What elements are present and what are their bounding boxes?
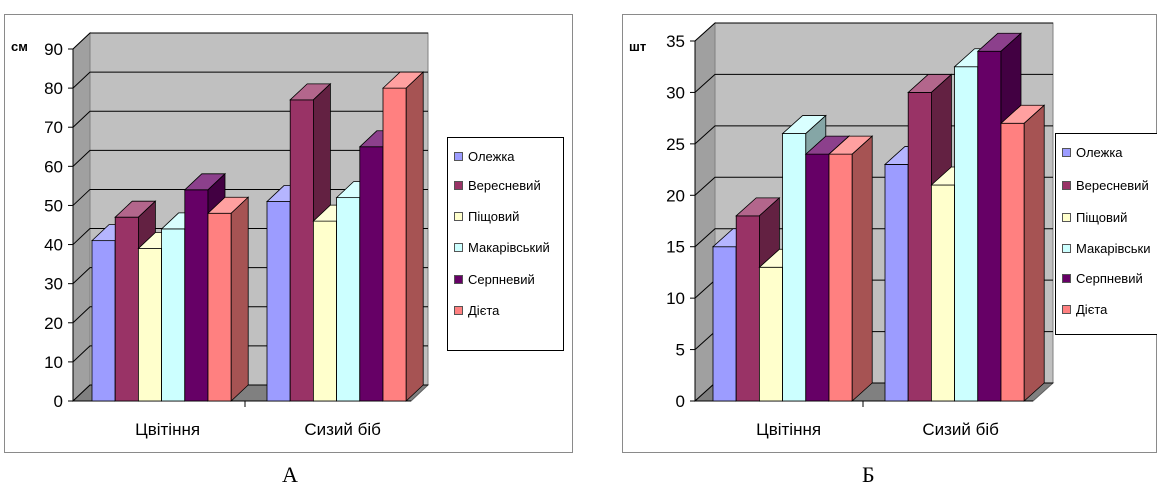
- legend-label: Олежка: [468, 148, 515, 164]
- x-tick-label: Сизий біб: [304, 420, 381, 439]
- legend-label: Дієта: [1076, 301, 1108, 317]
- bar-side: [1023, 104, 1045, 402]
- bar-front: [359, 146, 384, 402]
- legend-label: Макарівський: [468, 239, 550, 255]
- bar-front: [312, 220, 337, 402]
- y-tick-label: 90: [44, 40, 63, 59]
- bar-front: [977, 50, 1002, 402]
- bar-front: [828, 153, 853, 402]
- y-tick-label: 0: [676, 392, 685, 411]
- y-tick-label: 10: [44, 353, 63, 372]
- legend-label: Макарівськи: [1076, 240, 1151, 256]
- legend-label: Олежка: [1076, 144, 1123, 160]
- bar: [827, 135, 874, 402]
- bar: [999, 104, 1046, 402]
- bar-front: [884, 164, 909, 402]
- legend-swatch: [454, 151, 463, 161]
- legend-label: Вересневий: [1076, 177, 1149, 193]
- y-tick-label: 40: [44, 236, 63, 255]
- bar-front: [266, 201, 291, 402]
- chart-a-frame: 0 10 20 30 40 50 60 70 80 90 см Цвітіння Сизий біб О…: [4, 14, 573, 453]
- legend-swatch: [1062, 212, 1071, 222]
- legend-swatch: [454, 274, 463, 284]
- legend-label: Серпневий: [468, 271, 535, 287]
- legend-swatch: [454, 180, 463, 190]
- bar-front: [137, 248, 162, 402]
- legend-label: Піщовий: [468, 208, 520, 224]
- panel-label-a: А: [282, 462, 298, 487]
- legend-swatch: [454, 305, 463, 315]
- bar-front: [805, 153, 830, 402]
- y-tick-label: 5: [676, 341, 685, 360]
- legend-label: Піщовий: [1076, 209, 1128, 225]
- bar-front: [930, 184, 955, 402]
- legend-label: Вересневий: [468, 177, 541, 193]
- bar-front: [184, 189, 209, 402]
- chart-a: 0 10 20 30 40 50 60 70 80 90 см Цвітіння Сизий біб: [11, 31, 430, 439]
- bar-front: [91, 240, 116, 402]
- legend-swatch: [1062, 147, 1071, 157]
- y-axis-unit: см: [11, 39, 28, 54]
- bar-side: [230, 196, 249, 402]
- bar-side: [405, 71, 424, 402]
- bar-front: [758, 266, 783, 402]
- bar-front: [1000, 122, 1025, 402]
- y-tick-label: 20: [44, 314, 63, 333]
- side-wall: [72, 31, 91, 403]
- legend-swatch: [1062, 273, 1071, 283]
- legend-label: Дієта: [468, 302, 500, 318]
- bar-side: [851, 135, 873, 402]
- y-tick-label: 0: [54, 392, 63, 411]
- legend-label: Серпневий: [1076, 270, 1143, 286]
- bar-front: [289, 99, 314, 402]
- y-tick-label: 50: [44, 196, 63, 215]
- legend-swatch: [454, 242, 463, 252]
- y-tick-label: 10: [666, 289, 685, 308]
- bar-front: [336, 197, 361, 402]
- bar-front: [735, 215, 760, 402]
- bar-front: [712, 246, 737, 402]
- y-tick-label: 25: [666, 135, 685, 154]
- gridline: [72, 71, 428, 89]
- gridline: [694, 22, 1053, 42]
- bar-front: [907, 92, 932, 402]
- chart-b: 0 5 10 15 20 25 30 35 шт Цвітіння Сизий біб: [629, 21, 1055, 439]
- legend-swatch: [1062, 304, 1071, 314]
- bar-front: [954, 66, 979, 402]
- y-tick-label: 80: [44, 79, 63, 98]
- bar-front: [207, 212, 232, 402]
- bar-front: [782, 133, 807, 402]
- x-tick-label: Цвітіння: [756, 420, 821, 439]
- gridline: [72, 32, 428, 50]
- chart-b-legend: Олежка Вересневий Піщовий Макарівськи Се…: [1055, 133, 1157, 335]
- y-tick-label: 35: [666, 32, 685, 51]
- x-tick-label: Цвітіння: [135, 420, 200, 439]
- chart-a-legend: Олежка Вересневий Піщовий Макарівський С…: [447, 137, 564, 351]
- y-tick-label: 60: [44, 157, 63, 176]
- y-axis-unit: шт: [629, 39, 646, 54]
- y-tick-label: 70: [44, 118, 63, 137]
- y-tick-label: 30: [666, 83, 685, 102]
- legend-swatch: [454, 211, 463, 221]
- panel-label-b: Б: [862, 462, 875, 487]
- y-tick-label: 30: [44, 275, 63, 294]
- bar-front: [114, 216, 139, 402]
- bar-front: [161, 228, 186, 402]
- bar-front: [382, 87, 407, 402]
- x-tick-label: Сизий біб: [922, 420, 999, 439]
- y-tick-label: 20: [666, 186, 685, 205]
- y-tick-label: 15: [666, 238, 685, 257]
- bar: [206, 196, 250, 402]
- chart-b-frame: 0 5 10 15 20 25 30 35 шт Цвітіння Сизий біб Олежка…: [622, 14, 1157, 453]
- side-wall: [694, 21, 716, 403]
- bar: [381, 71, 425, 402]
- legend-swatch: [1062, 180, 1071, 190]
- legend-swatch: [1062, 243, 1071, 253]
